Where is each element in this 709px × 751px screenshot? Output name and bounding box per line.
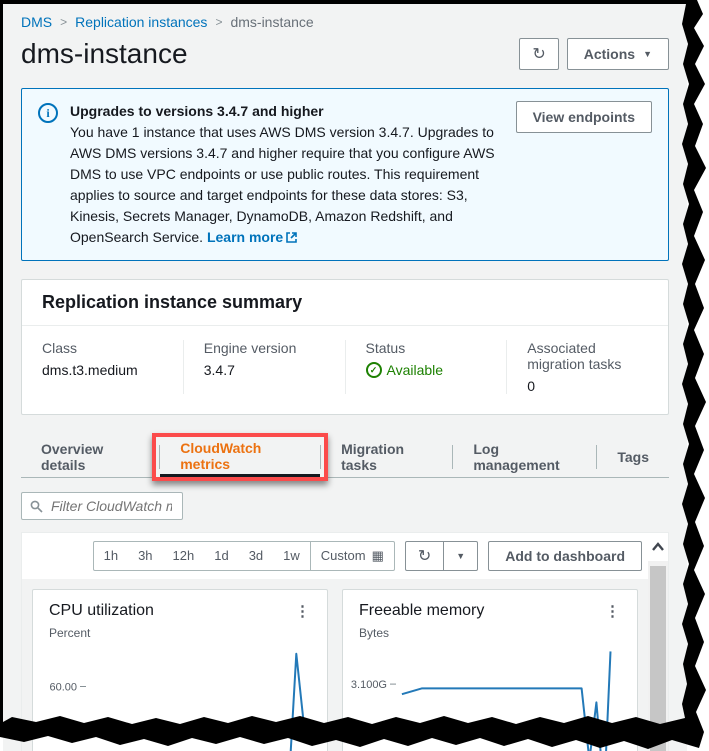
learn-more-link[interactable]: Learn more: [207, 229, 298, 245]
metrics-filter-input[interactable]: [49, 497, 174, 515]
field-value: 0: [527, 378, 536, 394]
metrics-refresh-button[interactable]: ↻: [417, 548, 432, 565]
upgrade-info-banner: i Upgrades to versions 3.4.7 and higher …: [21, 88, 669, 261]
refresh-split-button: ↻ ▼: [404, 541, 479, 571]
add-to-dashboard-button[interactable]: Add to dashboard: [488, 541, 642, 571]
actions-button[interactable]: Actions ▼: [566, 38, 669, 70]
refresh-icon: ↻: [532, 46, 546, 63]
status-badge: ✓ Available: [365, 362, 487, 378]
tab-log-management[interactable]: Log management: [473, 441, 560, 473]
info-icon: i: [38, 103, 58, 123]
search-icon: [30, 500, 43, 513]
summary-field-engine-version: Engine version 3.4.7: [182, 340, 345, 394]
range-3h[interactable]: 3h: [138, 548, 153, 563]
dms-console-page: DMS > Replication instances > dms-instan…: [3, 4, 687, 751]
svg-text:3.100G: 3.100G: [351, 679, 387, 691]
breadcrumb: DMS > Replication instances > dms-instan…: [21, 14, 669, 30]
tab-overview-details[interactable]: Overview details: [41, 441, 104, 473]
metrics-toolbar: 1h 3h 12h 1d 3d 1w Custom ▦ ↻ ▼ Add to d…: [22, 533, 668, 579]
calendar-icon: ▦: [371, 548, 384, 563]
svg-text:60.00: 60.00: [49, 682, 77, 694]
refresh-button[interactable]: ↻: [519, 38, 559, 70]
tab-cloudwatch-metrics[interactable]: CloudWatch metrics: [152, 433, 329, 481]
chevron-up-icon: [652, 542, 664, 551]
check-circle-icon: ✓: [365, 362, 382, 378]
breadcrumb-link-replication-instances[interactable]: Replication instances: [75, 14, 208, 30]
view-endpoints-button[interactable]: View endpoints: [515, 101, 652, 133]
field-value: dms.t3.medium: [42, 362, 138, 378]
breadcrumb-link-dms[interactable]: DMS: [21, 14, 53, 30]
chart-unit-label: Bytes: [359, 626, 390, 640]
summary-field-class: Class dms.t3.medium: [22, 340, 183, 394]
breadcrumb-separator-icon: >: [215, 15, 223, 29]
tab-bar: Overview details CloudWatch metrics Migr…: [21, 433, 669, 481]
chart-cards-area: CPU utilization ⋮ Percent 20.0040.0060.0…: [22, 579, 648, 751]
chevron-down-icon: ▼: [643, 49, 652, 59]
field-label: Associated migration tasks: [527, 340, 622, 372]
range-12h[interactable]: 12h: [172, 548, 195, 563]
replication-instance-summary-panel: Replication instance summary Class dms.t…: [21, 279, 669, 415]
metrics-panel: 1h 3h 12h 1d 3d 1w Custom ▦ ↻ ▼ Add to d…: [21, 532, 669, 751]
banner-body: You have 1 instance that uses AWS DMS ve…: [70, 124, 495, 245]
range-1w[interactable]: 1w: [283, 548, 300, 563]
tab-migration-tasks[interactable]: Migration tasks: [341, 441, 405, 473]
chart-title: CPU utilization: [49, 602, 154, 619]
range-3d[interactable]: 3d: [248, 548, 264, 563]
range-1d[interactable]: 1d: [214, 548, 229, 563]
external-link-icon: [286, 232, 298, 243]
summary-field-status: Status ✓ Available: [344, 340, 507, 394]
tab-tags[interactable]: Tags: [617, 449, 649, 465]
field-value: 3.4.7: [203, 362, 235, 378]
field-label: Status: [365, 340, 406, 356]
svg-text:3.000G: 3.000G: [351, 727, 387, 739]
cpu-utilization-card: CPU utilization ⋮ Percent 20.0040.0060.0…: [32, 589, 328, 751]
range-1h[interactable]: 1h: [103, 548, 119, 563]
scrollbar-up-button[interactable]: [648, 533, 668, 561]
vertical-scrollbar: [648, 533, 668, 751]
field-label: Class: [42, 340, 78, 356]
summary-panel-title: Replication instance summary: [22, 280, 668, 326]
banner-title: Upgrades to versions 3.4.7 and higher: [70, 103, 324, 119]
breadcrumb-current: dms-instance: [230, 14, 314, 30]
refresh-options-dropdown[interactable]: ▼: [443, 542, 477, 570]
metrics-filter-field[interactable]: [21, 492, 183, 520]
actions-button-label: Actions: [583, 46, 636, 62]
kebab-menu-icon[interactable]: ⋮: [295, 603, 311, 620]
field-label: Engine version: [203, 340, 297, 356]
summary-field-migration-tasks: Associated migration tasks 0: [506, 340, 668, 394]
tab-label: CloudWatch metrics: [180, 439, 262, 472]
scrollbar-thumb[interactable]: [650, 566, 666, 751]
kebab-menu-icon[interactable]: ⋮: [605, 603, 621, 620]
chart-unit-label: Percent: [49, 626, 91, 640]
page-title: dms-instance: [21, 38, 188, 69]
freeable-memory-card: Freeable memory ⋮ Bytes 2.900G3.000G3.10…: [342, 589, 638, 751]
breadcrumb-separator-icon: >: [60, 15, 68, 29]
time-range-selector: 1h 3h 12h 1d 3d 1w Custom ▦: [92, 541, 395, 571]
range-custom-button[interactable]: Custom ▦: [309, 542, 394, 570]
svg-text:40.00: 40.00: [49, 720, 77, 732]
chart-title: Freeable memory: [359, 602, 485, 619]
